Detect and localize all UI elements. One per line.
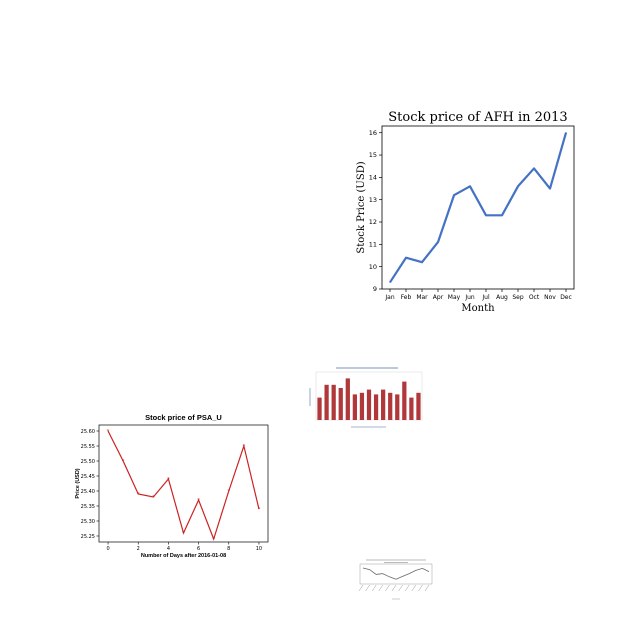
bar <box>402 381 407 420</box>
x-tick-label-stroke <box>378 584 384 592</box>
bar <box>352 394 357 420</box>
star-marker: * <box>107 429 110 435</box>
mini-line-chart <box>358 559 433 600</box>
x-tick-label-stroke <box>371 584 377 592</box>
star-marker: * <box>167 477 170 483</box>
x-tick-label-stroke <box>391 584 397 592</box>
bar <box>366 389 372 420</box>
star-marker: * <box>122 459 125 465</box>
x-tick-label-stroke <box>365 584 370 592</box>
series-line <box>389 132 568 283</box>
x-tick-label: Jan <box>384 294 394 301</box>
y-tick-label: 25.35 <box>81 504 95 510</box>
x-tick-label: Jul <box>481 294 490 301</box>
bar <box>324 384 329 420</box>
x-axis-label: Number of Days after 2016-01-08 <box>141 553 226 559</box>
data-point <box>501 214 503 216</box>
y-axis-label: Stock Price (USD) <box>356 161 367 253</box>
data-point <box>549 187 551 190</box>
chart-title: Stock price of AFH in 2013 <box>388 110 567 125</box>
y-tick-label: 14 <box>369 174 377 182</box>
plot-frame <box>98 424 269 543</box>
star-marker: * <box>197 498 200 504</box>
x-tick-label-stroke <box>411 584 417 592</box>
y-axis-label: Price (USD) <box>75 468 81 498</box>
chart-title: Stock price of PSA_U <box>145 413 222 422</box>
series-line <box>107 430 260 541</box>
bar <box>409 397 414 420</box>
x-tick-label: 10 <box>256 546 262 552</box>
data-point <box>533 167 535 170</box>
y-tick-label: 25.55 <box>81 444 95 450</box>
mini-bar-chart <box>309 367 423 428</box>
bar <box>388 392 393 420</box>
star-marker: * <box>258 507 261 513</box>
x-tick-label: Dec <box>560 294 572 301</box>
bar <box>317 397 322 420</box>
psa-u-stock-chart: Stock price of PSA_U 25.25 25.30 25.35 25.40… <box>75 413 269 559</box>
x-tick-label: 0 <box>106 546 109 552</box>
x-tick-label: 8 <box>227 546 230 552</box>
data-point <box>421 261 423 263</box>
y-tick-label: 25.30 <box>81 519 95 525</box>
data-point <box>565 132 567 134</box>
y-tick-label: 15 <box>369 151 377 159</box>
x-tick-label: 2 <box>137 546 140 552</box>
x-tick-label: Aug <box>496 294 508 301</box>
star-marker: * <box>152 495 155 501</box>
x-tick-label: Mar <box>416 294 428 301</box>
x-tick-label-stroke <box>385 584 390 592</box>
y-tick-label: 13 <box>369 196 377 204</box>
x-tick-label-stroke <box>358 584 364 592</box>
x-tick-label: Nov <box>544 294 556 301</box>
bar <box>359 392 365 420</box>
series-line <box>362 567 430 580</box>
bar <box>345 378 350 420</box>
y-tick-label: 25.50 <box>81 459 95 465</box>
x-tick-label: Sep <box>512 294 524 301</box>
plot-frame <box>359 563 433 585</box>
afh-stock-chart: Stock price of AFH in 2013 9 10 11 12 13 14 15 1… <box>356 110 575 314</box>
data-point <box>437 241 439 243</box>
bar <box>381 389 386 420</box>
data-point <box>405 257 407 259</box>
star-marker: * <box>212 537 215 543</box>
data-point <box>469 185 471 187</box>
star-marker: * <box>137 492 140 498</box>
data-point <box>485 214 487 216</box>
x-tick-label: Apr <box>433 294 444 301</box>
bar <box>373 394 379 420</box>
star-marker: * <box>182 531 185 537</box>
y-tick-label: 16 <box>369 129 377 137</box>
x-tick-label-stroke <box>418 584 423 592</box>
y-tick-label: 25.25 <box>81 534 95 540</box>
bar <box>338 388 343 420</box>
bar <box>416 392 421 420</box>
x-tick-label: 6 <box>197 546 200 552</box>
y-tick-label: 12 <box>369 218 377 226</box>
x-tick-label-stroke <box>404 584 410 592</box>
x-tick-label: Oct <box>529 294 540 301</box>
plot-frame <box>381 125 575 290</box>
x-tick-label-stroke <box>398 584 403 592</box>
star-marker: * <box>242 444 245 450</box>
y-tick-label: 9 <box>373 285 377 293</box>
x-axis-label: Month <box>461 303 495 314</box>
bar <box>331 384 336 420</box>
star-marker: * <box>227 489 230 495</box>
data-point <box>517 185 519 187</box>
y-tick-label: 10 <box>369 263 377 271</box>
x-tick-label: Jun <box>464 294 475 301</box>
y-tick-label: 25.40 <box>81 489 95 495</box>
x-tick-label: Feb <box>401 294 412 301</box>
y-tick-label: 11 <box>369 241 377 249</box>
y-tick-label: 25.45 <box>81 474 95 480</box>
data-point <box>453 194 455 196</box>
bar <box>395 394 400 420</box>
x-tick-label: May <box>448 294 461 301</box>
y-tick-label: 25.60 <box>81 429 95 435</box>
x-tick-label-stroke <box>424 584 430 592</box>
x-tick-label: 4 <box>167 546 170 552</box>
data-point <box>389 281 391 283</box>
